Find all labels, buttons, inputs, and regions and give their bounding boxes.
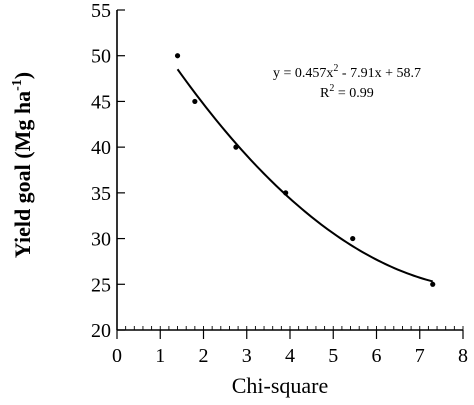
r2-suffix: = 0.99 — [334, 86, 373, 101]
y-tick-label-1: 25 — [91, 274, 111, 296]
x-tick-label-1: 1 — [155, 345, 165, 367]
x-axis-label: Chi-square — [232, 373, 329, 398]
data-point-1 — [192, 98, 198, 105]
equation-prefix: y = 0.457x — [273, 66, 333, 81]
y-tick-label-6: 50 — [91, 46, 111, 68]
y-tick-label-3: 35 — [91, 183, 111, 205]
x-tick-label-7: 7 — [415, 345, 425, 367]
data-point-5 — [430, 281, 436, 287]
y-axis-label: Yield goal (Mg ha-1) — [10, 72, 35, 258]
r-squared-annotation: R2 = 0.99 — [320, 83, 374, 101]
y-tick-label-5: 45 — [91, 91, 111, 113]
data-point-0 — [174, 53, 181, 59]
x-minor-ticks — [116, 326, 464, 330]
r2-superscript: 2 — [329, 83, 334, 94]
y-axis-label-close: ) — [10, 72, 35, 79]
data-point-4 — [350, 235, 356, 242]
y-ticks: 20 25 30 35 40 45 50 55 — [91, 0, 125, 342]
x-tick-label-2: 2 — [199, 345, 209, 367]
y-tick-label-2: 30 — [91, 229, 111, 251]
y-tick-label-0: 20 — [91, 320, 111, 342]
equation-suffix: - 7.91x + 58.7 — [338, 66, 421, 81]
x-tick-label-4: 4 — [285, 345, 295, 367]
x-tick-label-6: 6 — [372, 345, 382, 367]
data-point-2 — [233, 144, 239, 150]
data-point-3 — [283, 190, 289, 196]
equation-superscript: 2 — [333, 63, 338, 74]
equation-annotation: y = 0.457x2 - 7.91x + 58.7 — [273, 63, 421, 81]
y-axis-label-superscript: -1 — [10, 79, 25, 91]
x-tick-label-3: 3 — [242, 345, 252, 367]
y-axis-label-main: Yield goal (Mg ha — [10, 91, 35, 258]
axes — [116, 10, 463, 331]
y-tick-label-4: 40 — [91, 137, 111, 159]
data-points — [174, 53, 436, 287]
trend-curve — [176, 68, 433, 283]
x-ticks: 0 1 2 3 4 5 6 7 8 — [112, 330, 468, 367]
r2-prefix: R — [320, 86, 330, 101]
x-tick-label-0: 0 — [112, 345, 122, 367]
x-tick-label-5: 5 — [328, 345, 338, 367]
y-tick-label-7: 55 — [91, 0, 111, 22]
x-tick-label-8: 8 — [458, 345, 468, 367]
